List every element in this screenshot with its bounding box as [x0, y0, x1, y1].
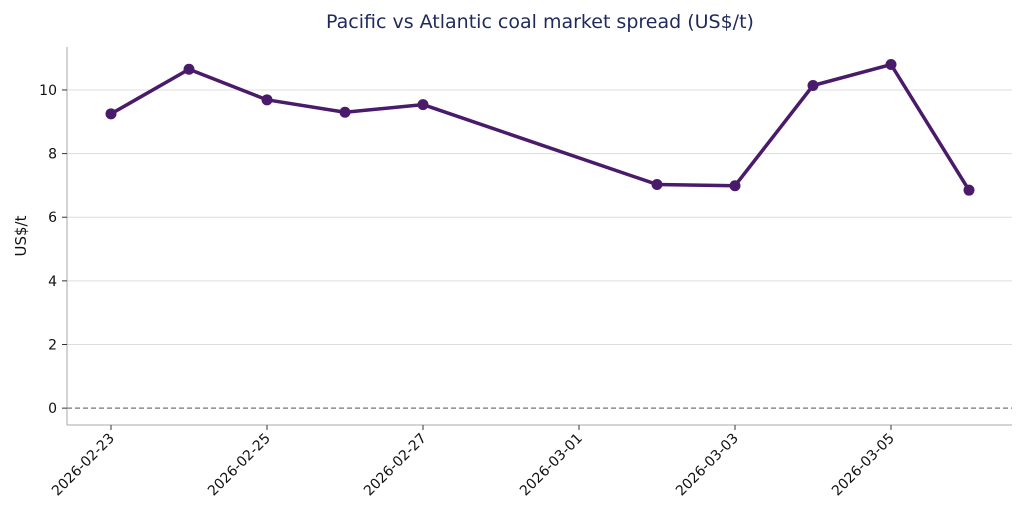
data-point	[885, 59, 897, 70]
data-point	[807, 80, 819, 91]
x-tick-label: 2026-02-23	[49, 431, 118, 500]
y-tick-label: 8	[48, 147, 57, 163]
data-point	[729, 180, 741, 192]
data-point	[339, 106, 351, 118]
data-point	[417, 99, 429, 111]
y-tick-label: 4	[48, 274, 57, 290]
data-point	[261, 94, 273, 106]
x-tick-label: 2026-02-27	[361, 431, 430, 500]
data-point	[183, 63, 195, 75]
series-line	[110, 62, 971, 192]
y-axis-label: US$/t	[12, 215, 30, 256]
data-point	[651, 178, 663, 190]
chart-title: Pacific vs Atlantic coal market spread (…	[326, 11, 754, 33]
y-tick-label: 6	[48, 210, 57, 226]
x-tick-label: 2026-03-05	[829, 431, 898, 500]
x-tick-label: 2026-03-03	[673, 431, 742, 500]
x-tick-label: 2026-03-01	[517, 431, 586, 500]
y-tick-label: 10	[39, 83, 57, 99]
x-tick-label: 2026-02-25	[205, 431, 274, 500]
y-tick-label: 2	[48, 338, 57, 354]
data-point	[105, 108, 117, 120]
y-tick-label: 0	[48, 401, 57, 417]
data-point	[963, 184, 975, 196]
